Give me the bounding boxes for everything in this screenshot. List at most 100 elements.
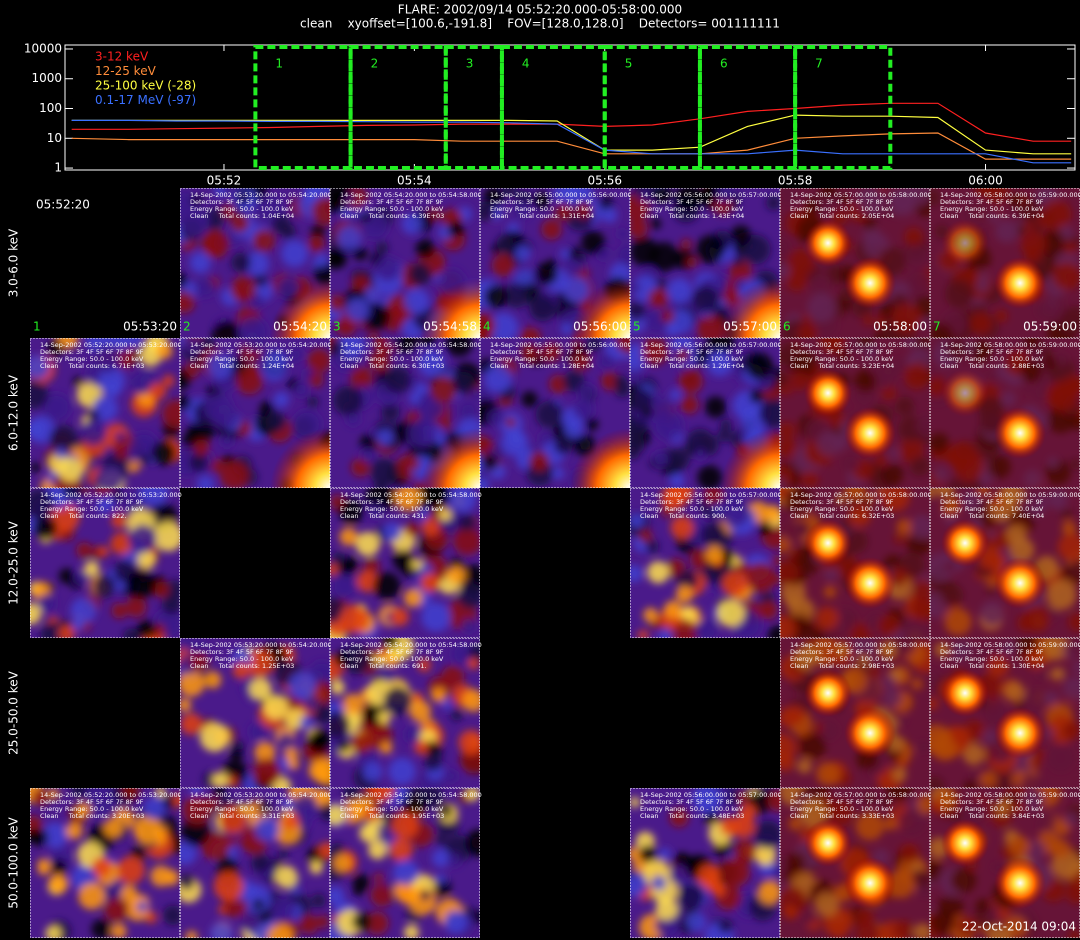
panel-energy: Energy Range: 50.0 - 100.0 keV: [940, 655, 1044, 663]
image-panel: 14-Sep-2002 05:53:20.000 to 05:54:20.000…: [180, 638, 332, 788]
texture-blob: [707, 338, 735, 355]
texture-blob: [421, 602, 451, 632]
texture-blob: [700, 522, 727, 548]
texture-blob: [440, 418, 452, 430]
panel-counts: Clean Total counts: 2.88E+03: [940, 362, 1044, 370]
texture-blob: [120, 884, 138, 902]
texture-blob: [338, 740, 351, 753]
texture-blob: [114, 431, 126, 443]
texture-blob: [104, 380, 122, 398]
panel-border: [30, 788, 180, 938]
panel-detectors: Detectors: 3F 4F 5F 6F 7F 8F 9F: [40, 498, 144, 506]
panel-energy: Energy Range: 50.0 - 100.0 keV: [340, 205, 444, 213]
texture-blob: [180, 713, 203, 735]
source: [994, 257, 1046, 309]
texture-blob: [659, 848, 671, 860]
texture-blob: [330, 563, 338, 576]
texture-blob: [230, 276, 257, 302]
legend-entry: 3-12 keV: [95, 50, 149, 64]
panel-counts: Clean Total counts: 1.31E+04: [490, 212, 594, 220]
image-content: [480, 338, 630, 488]
image-texture: [630, 488, 780, 638]
texture-blob: [143, 797, 166, 820]
texture-blob: [712, 884, 726, 898]
image-content: [30, 488, 180, 638]
texture-blob: [696, 314, 727, 338]
texture-blob: [458, 583, 480, 610]
image-content: [30, 788, 180, 938]
texture-blob: [311, 224, 326, 239]
texture-blob: [586, 338, 602, 352]
texture-blob: [601, 207, 618, 223]
source: [844, 857, 896, 909]
texture-blob: [630, 797, 641, 808]
texture-blob: [30, 602, 42, 625]
texture-blob: [278, 757, 293, 771]
bright-region: [720, 278, 780, 338]
texture-blob: [211, 320, 242, 338]
texture-blob: [191, 195, 202, 206]
texture-blob: [92, 345, 120, 374]
texture-blob: [92, 574, 116, 598]
panel-energy: Energy Range: 50.0 - 100.0 keV: [790, 655, 894, 663]
texture-blob: [669, 472, 685, 488]
texture-blob: [432, 877, 452, 897]
texture-blob: [630, 873, 648, 898]
texture-blob: [117, 856, 145, 884]
interval-label: 1: [275, 57, 283, 71]
image-content: [180, 188, 330, 338]
texture-blob: [416, 488, 446, 510]
source: [994, 407, 1046, 459]
column-end-time: 05:54:20: [273, 320, 327, 334]
texture-blob: [120, 788, 140, 800]
panel-counts: Clean Total counts: 3.20E+03: [40, 812, 144, 820]
texture-blob: [390, 607, 409, 627]
texture-blob: [252, 229, 276, 252]
texture-blob: [46, 340, 64, 357]
texture-blob: [362, 762, 383, 782]
texture-blob: [535, 400, 564, 429]
texture-blob: [658, 628, 673, 638]
image-content: [30, 338, 180, 488]
column-end-time: 05:57:00: [723, 320, 777, 334]
panel-border: [480, 338, 630, 488]
panel-time: 14-Sep-2002 05:54:20.000 to 05:54:58.000: [340, 341, 482, 349]
image-content: [780, 188, 930, 338]
texture-blob: [382, 522, 402, 542]
texture-blob: [409, 700, 432, 723]
panel-energy: Energy Range: 50.0 - 100.0 keV: [190, 655, 294, 663]
texture-blob: [445, 338, 473, 357]
panel-border: [780, 188, 930, 338]
image-texture: [30, 488, 180, 638]
texture-blob: [692, 285, 720, 313]
texture-blob: [375, 241, 389, 254]
panel-counts: Clean Total counts: 1.04E+04: [190, 212, 294, 220]
panel-detectors: Detectors: 3F 4F 5F 6F 7F 8F 9F: [640, 798, 744, 806]
source: [941, 669, 989, 717]
texture-blob: [30, 462, 41, 473]
texture-blob: [226, 775, 238, 787]
texture-blob: [339, 527, 358, 546]
image-panel: 14-Sep-2002 05:54:20.000 to 05:54:58.000…: [330, 638, 482, 788]
texture-blob: [212, 772, 229, 788]
panel-detectors: Detectors: 3F 4F 5F 6F 7F 8F 9F: [340, 498, 444, 506]
image-texture: [330, 788, 480, 938]
texture-blob: [136, 900, 148, 913]
texture-blob: [130, 371, 154, 395]
texture-blob: [351, 733, 372, 754]
column-number: 2: [183, 320, 191, 334]
texture-blob: [667, 277, 693, 304]
texture-blob: [254, 741, 276, 763]
texture-blob: [230, 748, 243, 762]
panel-time: 14-Sep-2002 05:53:20.000 to 05:54:20.000: [190, 341, 332, 349]
image-panel: 14-Sep-2002 05:57:00.000 to 05:58:00.000…: [780, 188, 932, 338]
y-tick-label: 10000: [24, 41, 62, 55]
texture-blob: [414, 740, 429, 755]
texture-blob: [334, 650, 351, 667]
texture-blob: [660, 488, 687, 511]
texture-blob: [333, 853, 352, 873]
texture-blob: [95, 465, 124, 488]
texture-blob: [391, 811, 419, 839]
bright-region: [270, 278, 330, 338]
texture-blob: [420, 573, 440, 593]
